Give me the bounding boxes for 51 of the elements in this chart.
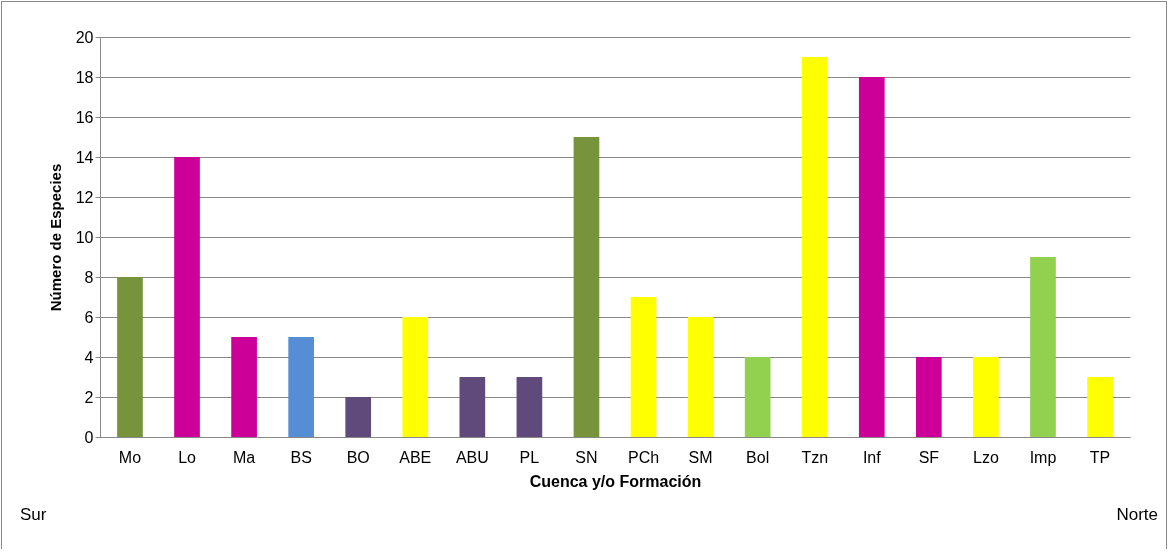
text: Sur: [20, 505, 47, 524]
text: Norte: [1116, 505, 1158, 524]
y-tick-label: 16: [75, 108, 94, 126]
y-tick-label: 2: [84, 388, 94, 406]
bar: [973, 357, 999, 437]
bar: [744, 357, 771, 437]
x-tick-label: Tzn: [801, 448, 829, 466]
x-tick-label: Mo: [118, 448, 142, 466]
y-tick-label: 10: [75, 228, 94, 246]
y-axis-title: Número de Especies: [46, 163, 64, 312]
bar: [630, 297, 657, 437]
bar: [858, 77, 885, 437]
x-tick-label: Lo: [178, 448, 197, 466]
bar: [345, 397, 372, 437]
y-tick-label: 20: [75, 28, 94, 46]
bar: [174, 157, 200, 437]
x-tick-label: ABE: [399, 448, 432, 466]
x-tick-label: Ma: [232, 448, 256, 466]
bar: [1087, 377, 1113, 437]
bar: [459, 377, 486, 437]
y-tick-label: 18: [75, 68, 94, 86]
x-tick-label: SN: [575, 448, 598, 466]
bar: [117, 277, 143, 437]
bar: [231, 337, 257, 437]
x-tick-label: BO: [346, 448, 370, 466]
bar: [801, 57, 828, 437]
bar: [573, 137, 600, 437]
x-tick-label: PL: [519, 448, 540, 466]
x-tick-label: ABU: [455, 448, 489, 466]
y-tick-label: 8: [84, 268, 94, 286]
bar: [687, 317, 714, 437]
x-tick-label: Bol: [746, 448, 770, 466]
y-tick-label: 14: [75, 148, 94, 166]
bar: [1030, 257, 1056, 437]
x-tick-label: PCh: [627, 448, 660, 466]
x-axis-title: Cuenca y/o Formación: [529, 472, 702, 490]
x-tick-label: Inf: [862, 448, 882, 466]
x-tick-label: Imp: [1029, 448, 1057, 466]
bar: [516, 377, 543, 437]
x-tick-label: Lzo: [973, 448, 999, 466]
bar: [916, 357, 942, 437]
x-tick-label: TP: [1089, 448, 1111, 466]
x-tick-label: SM: [688, 448, 713, 466]
bar: [402, 317, 429, 437]
bar: [288, 337, 314, 437]
y-tick-label: 12: [75, 188, 94, 206]
x-tick-label: BS: [290, 448, 312, 466]
y-tick-label: 0: [84, 428, 94, 446]
y-tick-label: 4: [84, 348, 94, 366]
y-tick-label: 6: [84, 308, 94, 326]
x-tick-label: SF: [918, 448, 940, 466]
